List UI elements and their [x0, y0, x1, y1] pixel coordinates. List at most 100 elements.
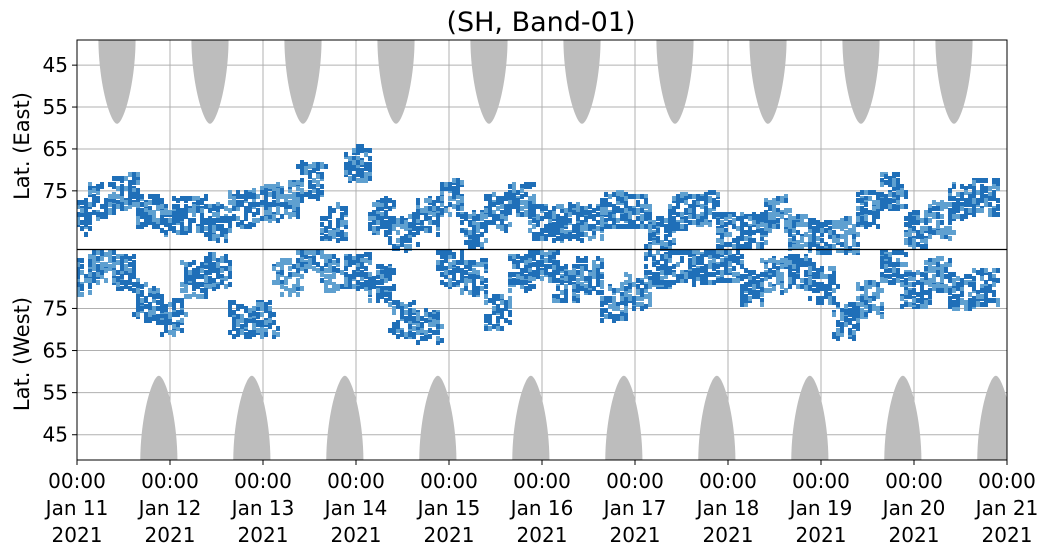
- echo-cell-west: [324, 268, 328, 273]
- echo-cell-east: [168, 210, 172, 215]
- echo-cell-west: [620, 296, 624, 301]
- echo-cell-east: [136, 172, 140, 177]
- echo-cell-west: [140, 284, 144, 289]
- echo-cell-west: [316, 262, 320, 267]
- echo-cell-west: [560, 280, 564, 285]
- echo-cell-east: [940, 228, 944, 233]
- echo-cell-west: [68, 268, 72, 273]
- echo-cell-east: [524, 192, 528, 197]
- echo-cell-east: [596, 212, 600, 217]
- echo-cell-west: [224, 254, 228, 259]
- echo-cell-west: [228, 330, 232, 335]
- echo-cell-east: [584, 232, 588, 237]
- echo-cell-west: [112, 262, 116, 267]
- echo-cell-east: [624, 208, 628, 213]
- echo-cell-west: [616, 314, 620, 319]
- echo-cell-west: [432, 314, 436, 319]
- echo-cell-west: [404, 304, 408, 309]
- echo-cell-east: [288, 182, 292, 187]
- echo-cell-east: [536, 204, 540, 209]
- echo-cell-east: [108, 194, 112, 199]
- echo-cell-east: [452, 178, 456, 183]
- echo-cell-west: [356, 280, 360, 285]
- echo-cell-west: [328, 288, 332, 293]
- echo-cell-west: [440, 250, 444, 255]
- echo-cell-east: [392, 246, 396, 251]
- echo-cell-west: [416, 340, 420, 345]
- echo-cell-east: [240, 202, 244, 207]
- echo-cell-east: [224, 206, 228, 211]
- echo-cell-east: [692, 220, 696, 225]
- echo-cell-east: [876, 224, 880, 229]
- echo-cell-east: [272, 194, 276, 199]
- echo-cell-east: [492, 192, 496, 197]
- echo-cell-east: [424, 198, 428, 203]
- echo-cell-west: [628, 284, 632, 289]
- echo-cell-west: [316, 268, 320, 273]
- echo-cell-east: [404, 226, 408, 231]
- echo-cell-east: [724, 212, 728, 217]
- echo-cell-west: [508, 304, 512, 309]
- echo-cell-east: [412, 212, 416, 217]
- echo-cell-east: [716, 238, 720, 243]
- echo-cell-west: [660, 280, 664, 285]
- echo-cell-east: [200, 220, 204, 225]
- echo-cell-east: [300, 182, 304, 187]
- echo-cell-west: [268, 300, 272, 305]
- echo-cell-east: [988, 196, 992, 201]
- echo-cell-east: [688, 214, 692, 219]
- echo-cell-west: [328, 254, 332, 259]
- echo-cell-east: [192, 212, 196, 217]
- echo-cell-west: [452, 260, 456, 265]
- echo-cell-east: [940, 220, 944, 225]
- echo-cell-west: [484, 300, 488, 305]
- echo-cell-west: [524, 260, 528, 265]
- echo-cell-east: [516, 198, 520, 203]
- echo-cell-west: [68, 284, 72, 289]
- echo-cell-east: [648, 212, 652, 217]
- echo-cell-west: [416, 330, 420, 335]
- echo-cell-west: [656, 250, 660, 255]
- echo-cell-west: [524, 254, 528, 259]
- echo-cell-east: [468, 222, 472, 227]
- echo-cell-east: [684, 210, 688, 215]
- echo-cell-east: [312, 168, 316, 173]
- no-coverage-east: [377, 38, 414, 124]
- echo-cell-west: [732, 278, 736, 283]
- echo-cell-west: [96, 256, 100, 261]
- echo-cell-west: [684, 272, 688, 277]
- echo-cell-west: [624, 286, 628, 291]
- echo-cell-east: [80, 226, 84, 231]
- echo-cell-east: [272, 214, 276, 219]
- echo-cell-west: [588, 276, 592, 281]
- echo-cell-east: [816, 246, 820, 251]
- echo-cell-west: [184, 268, 188, 273]
- echo-cell-west: [168, 330, 172, 335]
- echo-cell-east: [328, 230, 332, 235]
- echo-cell-east: [972, 186, 976, 191]
- echo-cell-east: [624, 196, 628, 201]
- echo-cell-west: [412, 316, 416, 321]
- echo-cell-east: [132, 176, 136, 181]
- echo-cell-east: [636, 200, 640, 205]
- echo-cell-west: [784, 258, 788, 263]
- echo-cell-east: [500, 204, 504, 209]
- echo-cell-east: [732, 224, 736, 229]
- echo-cell-east: [112, 204, 116, 209]
- echo-cell-east: [488, 220, 492, 225]
- echo-cell-east: [408, 238, 412, 243]
- echo-cell-west: [364, 282, 368, 287]
- echo-cell-east: [348, 162, 352, 167]
- echo-cell-west: [596, 274, 600, 279]
- echo-cell-west: [396, 322, 400, 327]
- echo-cell-east: [388, 216, 392, 221]
- echo-cell-east: [700, 196, 704, 201]
- echo-cell-west: [200, 294, 204, 299]
- echo-cell-west: [312, 250, 316, 255]
- echo-cell-west: [116, 254, 120, 259]
- echo-cell-west: [172, 312, 176, 317]
- echo-cell-east: [296, 210, 300, 215]
- echo-cell-east: [680, 224, 684, 229]
- echo-cell-east: [884, 198, 888, 203]
